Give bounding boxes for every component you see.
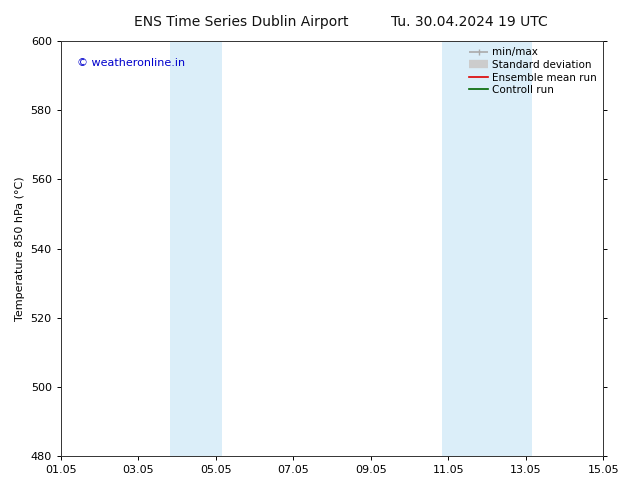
Text: Tu. 30.04.2024 19 UTC: Tu. 30.04.2024 19 UTC [391,15,548,29]
Legend: min/max, Standard deviation, Ensemble mean run, Controll run: min/max, Standard deviation, Ensemble me… [465,43,601,99]
Bar [442,41,533,456]
Text: © weatheronline.in: © weatheronline.in [77,58,185,68]
Bar [171,41,223,456]
Text: ENS Time Series Dublin Airport: ENS Time Series Dublin Airport [134,15,348,29]
Y-axis label: Temperature 850 hPa (°C): Temperature 850 hPa (°C) [15,176,25,321]
